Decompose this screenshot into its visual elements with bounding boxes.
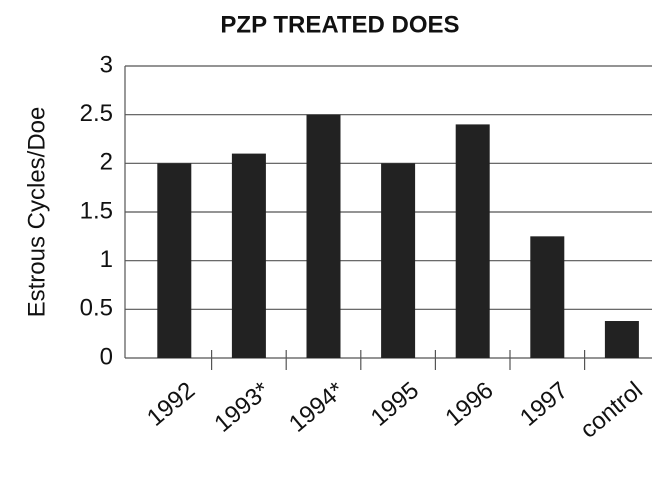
y-axis-label: Estrous Cycles/Doe (23, 107, 50, 318)
x-tick-label: 1997 (515, 377, 573, 432)
x-tick-label: 1995 (366, 377, 424, 432)
x-tick-label: 1993* (209, 377, 274, 438)
chart-title: PZP TREATED DOES (220, 11, 459, 38)
x-tick-label: 1992 (142, 377, 200, 432)
y-tick-label: 2.5 (80, 100, 113, 127)
y-tick-label: 0 (100, 343, 113, 370)
y-tick-label: 0.5 (80, 295, 113, 322)
x-tick-label: 1994* (284, 377, 349, 438)
x-tick-label: 1996 (440, 377, 498, 432)
bar (231, 153, 266, 358)
y-tick-label: 1 (100, 246, 113, 273)
y-tick-label: 2 (100, 149, 113, 176)
bar (306, 114, 341, 359)
x-tick-label: control (575, 377, 648, 444)
bar (604, 321, 639, 358)
bar (381, 163, 416, 358)
y-tick-label: 1.5 (80, 197, 113, 224)
bar (157, 163, 192, 358)
bar (530, 236, 565, 358)
y-tick-label: 3 (100, 51, 113, 78)
bar (455, 124, 490, 359)
